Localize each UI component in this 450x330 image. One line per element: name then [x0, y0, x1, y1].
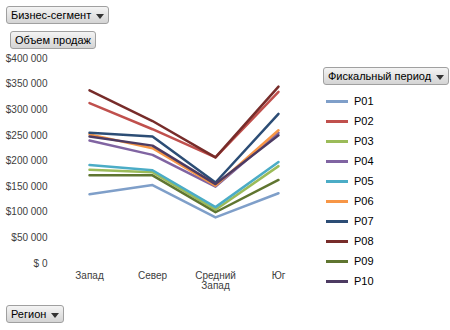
html-text:P10: P10: [354, 275, 374, 287]
svg-text:СреднийЗапад: СреднийЗапад: [195, 270, 236, 291]
svg-text:$ 0: $ 0: [34, 258, 48, 269]
svg-text:$250 000: $250 000: [6, 130, 48, 141]
svg-text:$50 000: $50 000: [11, 232, 48, 243]
svg-text:$100 000: $100 000: [6, 206, 48, 217]
html-text:P04: P04: [354, 155, 374, 167]
svg-text:$400 000: $400 000: [6, 53, 48, 64]
html-text:Объем продаж: Объем продаж: [15, 34, 91, 46]
html-text:Регион: Регион: [11, 308, 47, 320]
html-text:P08: P08: [354, 235, 374, 247]
html-text:P02: P02: [354, 115, 374, 127]
svg-text:$150 000: $150 000: [6, 181, 48, 192]
svg-text:$350 000: $350 000: [6, 78, 48, 89]
svg-text:Запад: Запад: [75, 270, 104, 281]
html-text:P09: P09: [354, 255, 374, 267]
html-text:Бизнес-сегмент: Бизнес-сегмент: [11, 9, 92, 21]
html-text:P01: P01: [354, 95, 374, 107]
svg-text:$300 000: $300 000: [6, 104, 48, 115]
html-text:Фискальный период: Фискальный период: [328, 70, 432, 82]
html-text:P03: P03: [354, 135, 374, 147]
html-text:P06: P06: [354, 195, 374, 207]
svg-text:Север: Север: [138, 270, 168, 281]
html-text:P07: P07: [354, 215, 374, 227]
html-text:P05: P05: [354, 175, 374, 187]
svg-text:Юг: Юг: [272, 270, 286, 281]
svg-text:$200 000: $200 000: [6, 155, 48, 166]
